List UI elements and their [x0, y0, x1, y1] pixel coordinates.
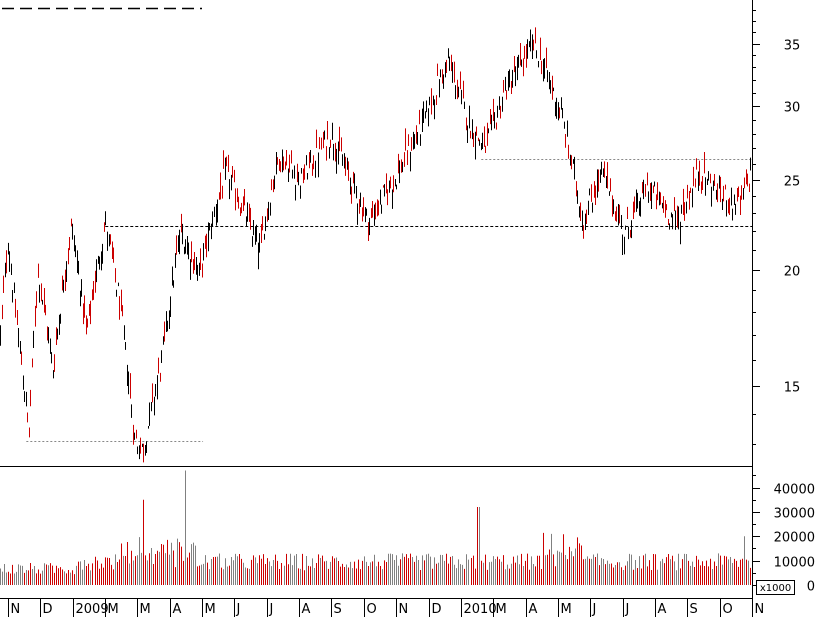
month-label: M [496, 602, 507, 617]
month-label: D [432, 602, 442, 617]
month-label: N [11, 602, 21, 617]
volume-tick-label: 40000 [774, 483, 815, 498]
volume-unit-label: x1000 [760, 583, 791, 594]
volume-tick-label: 10000 [774, 556, 815, 571]
month-label: M [140, 602, 151, 617]
month-label: M [108, 602, 119, 617]
price-tick-label: 20 [784, 265, 801, 280]
price-tick-label: 30 [784, 101, 801, 116]
volume-panel [0, 470, 753, 585]
month-label: A [173, 602, 182, 617]
month-label: A [658, 602, 667, 617]
month-label: M [205, 602, 216, 617]
volume-tick-label: 20000 [774, 531, 815, 546]
price-tick-label: 35 [784, 39, 801, 54]
month-label: O [723, 602, 733, 617]
month-label: J [592, 602, 597, 617]
month-label: O [367, 602, 377, 617]
month-label: 2010 [464, 602, 497, 617]
month-label: J [236, 602, 241, 617]
month-label: N [755, 602, 765, 617]
month-label: S [690, 602, 698, 617]
month-label: A [529, 602, 538, 617]
month-label: J [625, 602, 630, 617]
month-label: N [399, 602, 409, 617]
volume-tick-label: 30000 [774, 507, 815, 522]
price-tick-label: 25 [784, 175, 801, 190]
month-label: M [561, 602, 572, 617]
volume-tick-label: 0 [807, 580, 815, 595]
month-label: J [269, 602, 274, 617]
price-panel [0, 27, 753, 463]
month-label: 2009 [76, 602, 109, 617]
unit-box [756, 580, 795, 595]
month-label: S [334, 602, 342, 617]
month-label: A [302, 602, 311, 617]
month-label: D [43, 602, 53, 617]
price-tick-label: 15 [784, 381, 801, 396]
